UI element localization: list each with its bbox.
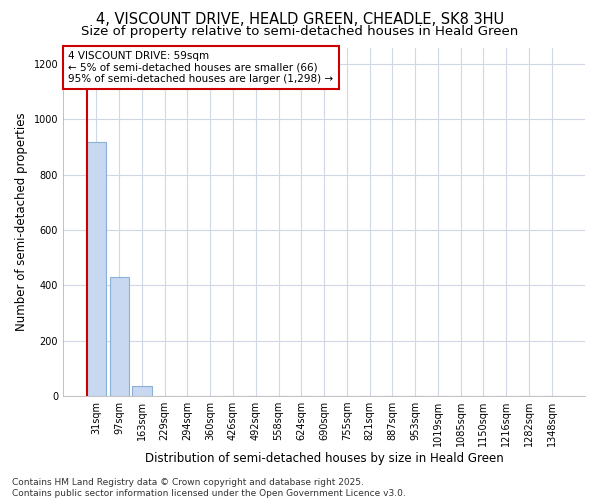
Y-axis label: Number of semi-detached properties: Number of semi-detached properties [15, 112, 28, 331]
Text: Size of property relative to semi-detached houses in Heald Green: Size of property relative to semi-detach… [82, 25, 518, 38]
Bar [87, 142, 106, 396]
X-axis label: Distribution of semi-detached houses by size in Heald Green: Distribution of semi-detached houses by … [145, 452, 503, 465]
Bar [132, 386, 152, 396]
Bar [110, 277, 129, 396]
Text: 4, VISCOUNT DRIVE, HEALD GREEN, CHEADLE, SK8 3HU: 4, VISCOUNT DRIVE, HEALD GREEN, CHEADLE,… [96, 12, 504, 28]
Text: Contains HM Land Registry data © Crown copyright and database right 2025.
Contai: Contains HM Land Registry data © Crown c… [12, 478, 406, 498]
Text: 4 VISCOUNT DRIVE: 59sqm
← 5% of semi-detached houses are smaller (66)
95% of sem: 4 VISCOUNT DRIVE: 59sqm ← 5% of semi-det… [68, 51, 334, 84]
